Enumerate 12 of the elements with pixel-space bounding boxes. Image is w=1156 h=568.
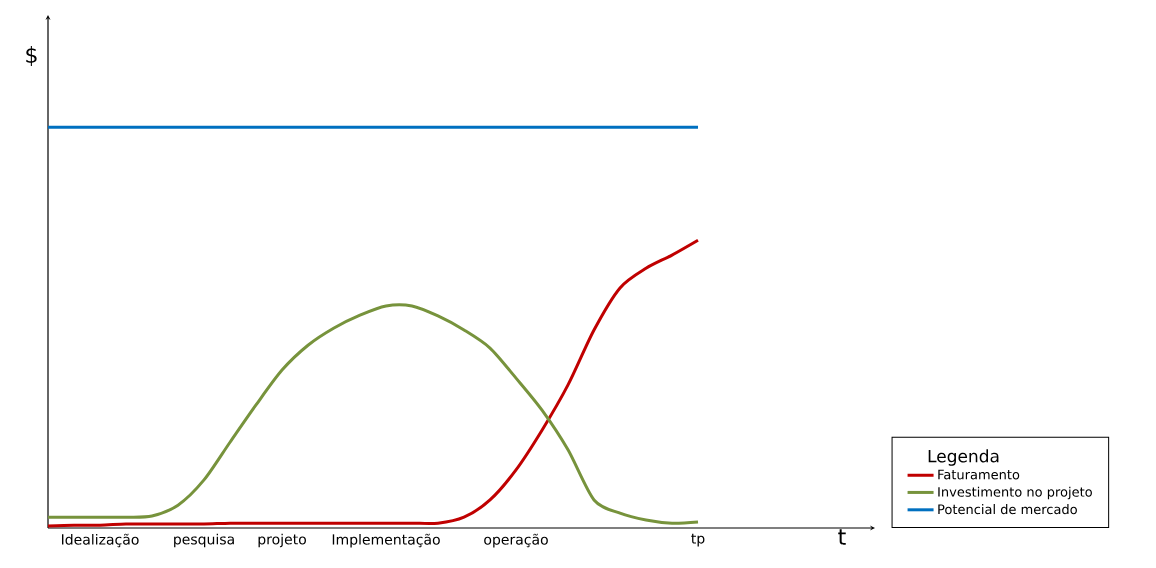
text: t [838,529,846,545]
legend-label: Investimento no projeto [938,486,1092,500]
x-tick-label: tp [691,533,705,547]
y-axis-title: $ [26,46,37,67]
x-tick-label: Idealização [62,533,139,548]
legend-label: Faturamento [938,469,1020,480]
legend-label: Potencial de mercado [938,504,1077,515]
legend-title: Legenda [928,449,999,466]
x-tick-label: operação [484,533,548,548]
x-tick-label: Implementação [332,533,440,548]
x-tick-label: projeto [258,533,306,548]
x-tick-label: pesquisa [174,533,234,548]
